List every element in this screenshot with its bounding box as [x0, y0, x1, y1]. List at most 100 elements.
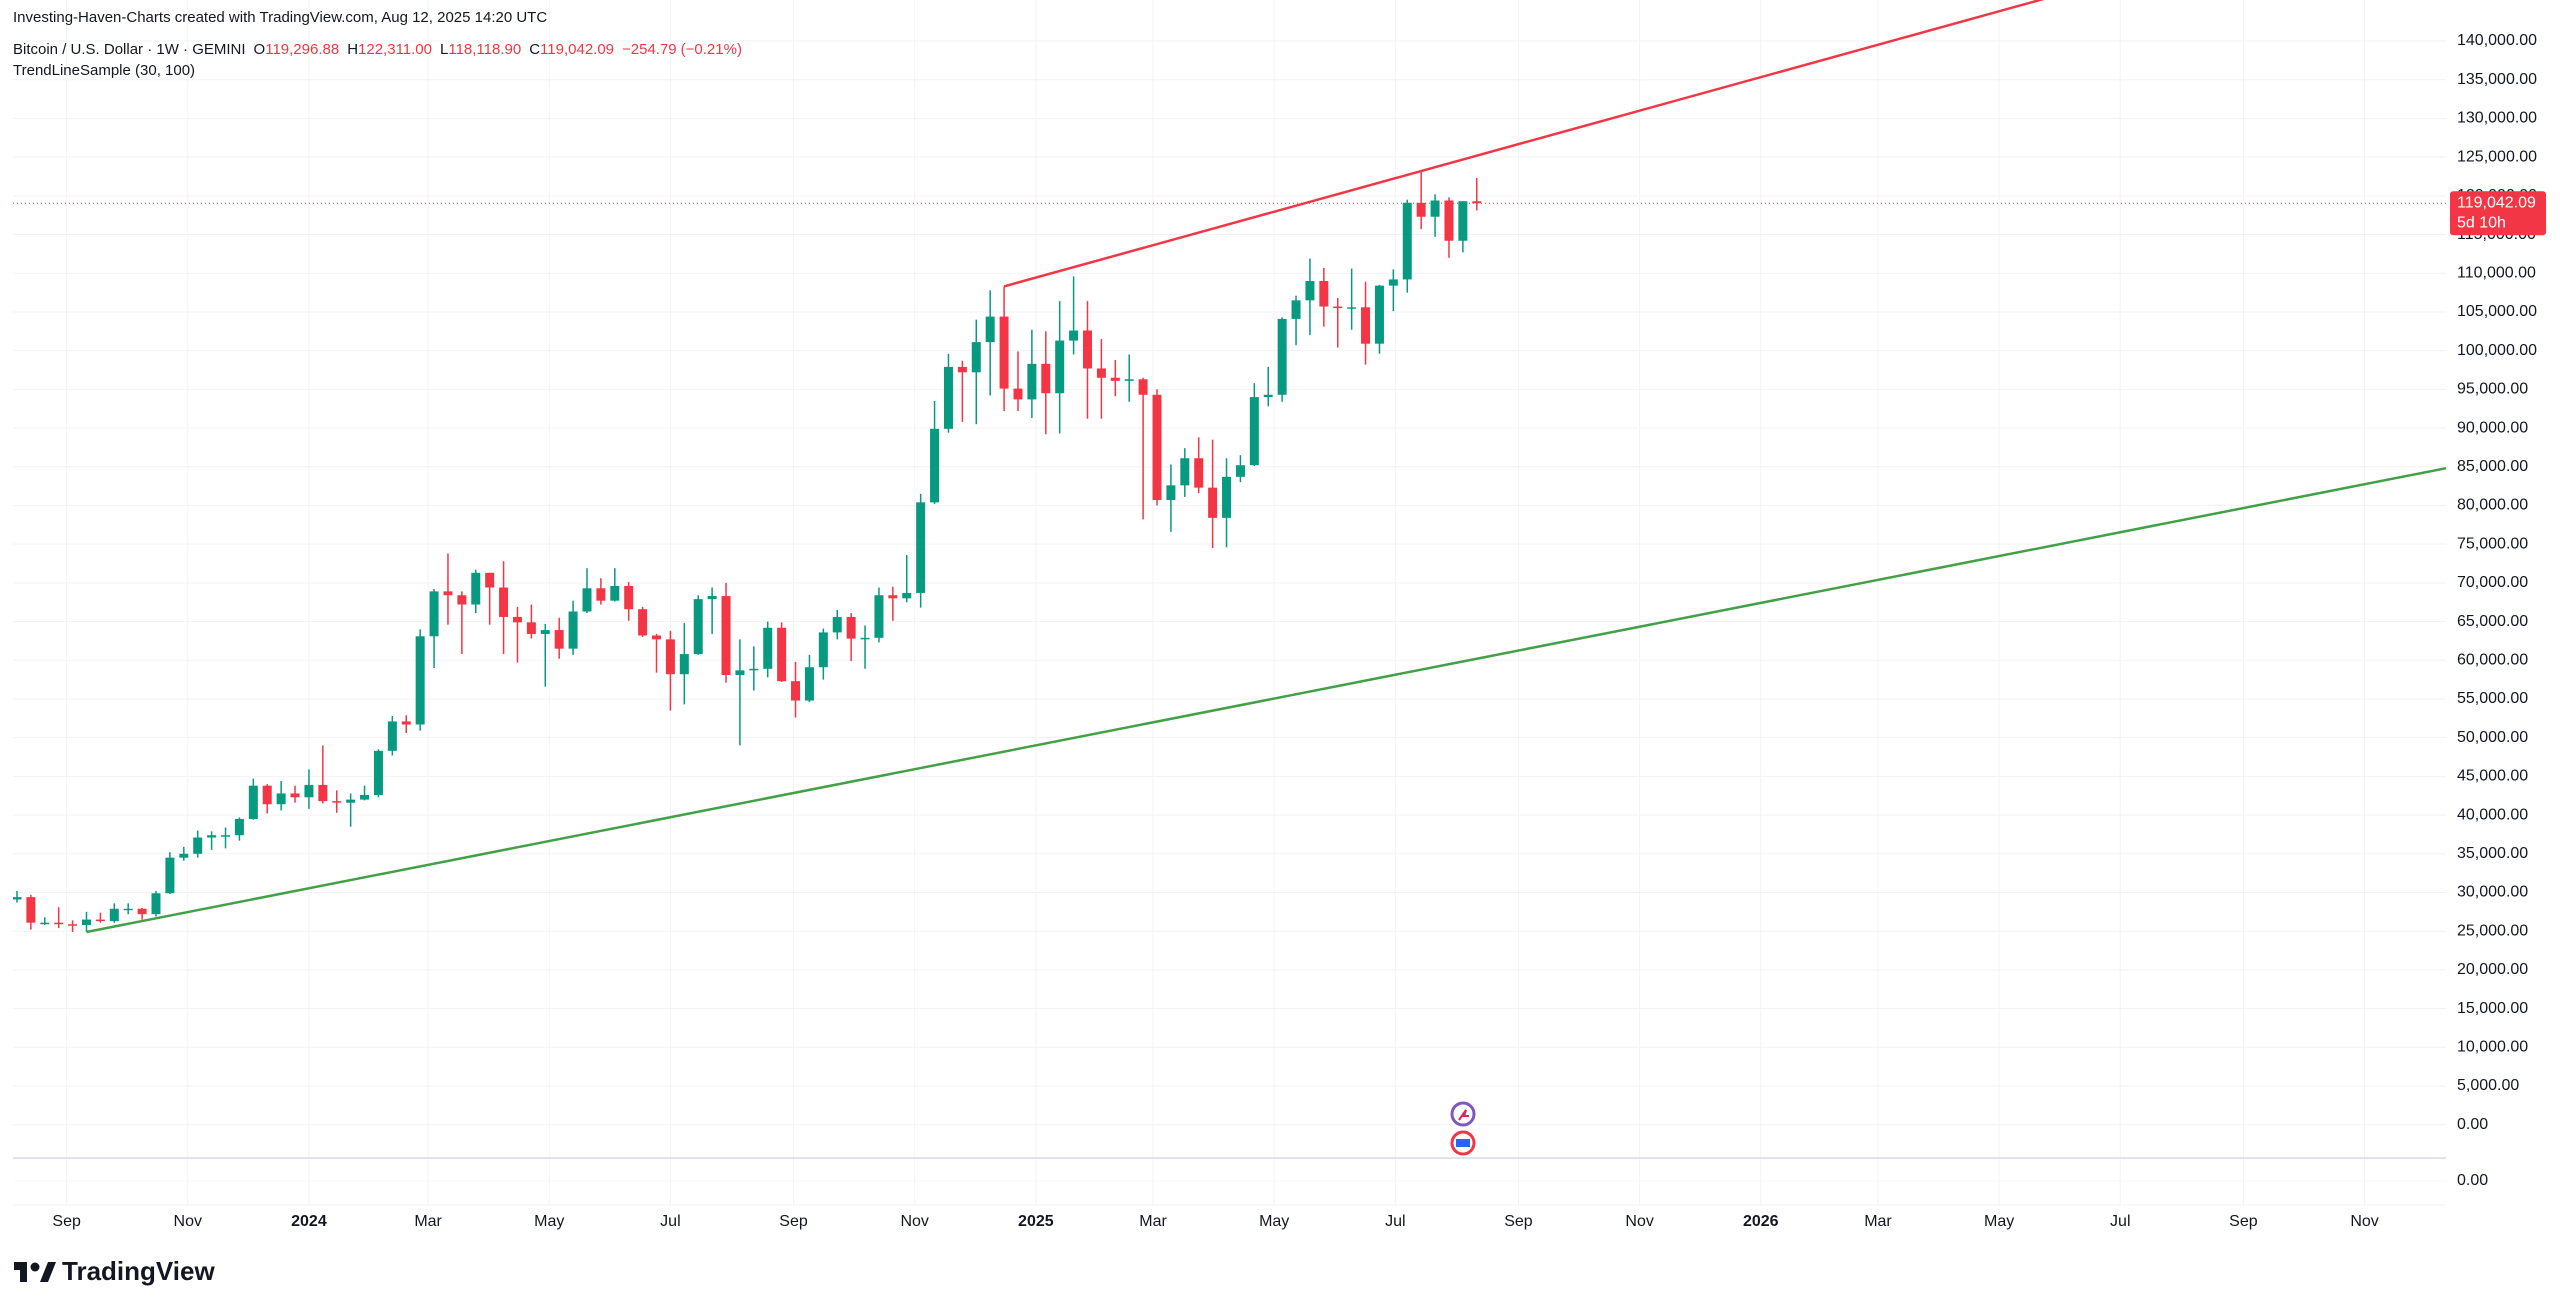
y-tick-label: 25,000.00: [2457, 922, 2528, 939]
candle-body: [1263, 394, 1273, 398]
candle-body: [1110, 377, 1120, 381]
x-tick-label: Mar: [414, 1213, 442, 1230]
last-price-tag: [2450, 191, 2546, 236]
y-tick-label: 10,000.00: [2457, 1039, 2528, 1056]
change: −254.79: [622, 41, 677, 58]
candle-body: [596, 588, 606, 601]
candle-body: [387, 721, 397, 751]
candle-body: [846, 616, 856, 639]
candle-body: [1152, 394, 1162, 501]
logo-part: [20, 1262, 27, 1282]
candle-body: [1138, 379, 1148, 395]
candle-body: [610, 585, 620, 601]
event-icon-glyph: [1458, 1109, 1469, 1121]
candle-body: [874, 595, 884, 638]
candle-body: [1291, 300, 1301, 319]
candle-body: [1277, 318, 1287, 395]
candle-body: [165, 857, 175, 894]
y-tick-label: 55,000.00: [2457, 690, 2528, 707]
ohlc-value: 122,311.00: [358, 41, 432, 58]
candle-body: [1347, 307, 1357, 309]
candle-body: [26, 897, 36, 923]
event-icon-glyph: [1456, 1139, 1470, 1147]
x-tick-label: May: [534, 1213, 564, 1230]
candle-body: [304, 784, 314, 798]
y-tick-label: 15,000.00: [2457, 1000, 2528, 1017]
x-tick-label: May: [1984, 1213, 2014, 1230]
candle-body: [1430, 200, 1440, 217]
candle-body: [1027, 363, 1037, 400]
y-tick-label: 100,000.00: [2457, 342, 2537, 359]
y-tick-label: 65,000.00: [2457, 613, 2528, 630]
candle-body: [721, 596, 731, 675]
candle-body: [902, 592, 912, 599]
y-tick-label: 75,000.00: [2457, 535, 2528, 552]
candle-body: [749, 668, 759, 671]
y-tick-label: 130,000.00: [2457, 110, 2537, 127]
candle-body: [860, 637, 870, 640]
candle-body: [1222, 476, 1232, 518]
x-tick-label: Sep: [2229, 1213, 2258, 1230]
candle-body: [679, 654, 689, 675]
ohlc-key: L: [440, 41, 449, 58]
candle-body: [137, 908, 147, 915]
y-tick-label: 50,000.00: [2457, 729, 2528, 746]
candle-body: [832, 616, 842, 633]
candle-body: [13, 897, 22, 900]
candle-body: [471, 572, 481, 605]
candle-body: [193, 837, 203, 854]
y-tick-label: 5,000.00: [2457, 1077, 2519, 1094]
candle-body: [791, 681, 801, 701]
x-tick-label: Jul: [660, 1213, 680, 1230]
x-tick-label: Jul: [2110, 1213, 2130, 1230]
x-tick-label: Nov: [174, 1213, 202, 1230]
y-tick-label: 125,000.00: [2457, 148, 2537, 165]
y-tick-label: 110,000.00: [2457, 264, 2536, 281]
logo-part: [40, 1262, 56, 1282]
indicator-legend[interactable]: TrendLineSample (30, 100): [13, 62, 196, 79]
candle-body: [1096, 368, 1106, 378]
candle-body: [318, 784, 328, 802]
candle-body: [512, 616, 522, 623]
candle-body: [1472, 201, 1482, 204]
x-tick-label: Nov: [1625, 1213, 1653, 1230]
candle-body: [262, 785, 272, 805]
candle-body: [777, 627, 787, 682]
candle-body: [443, 591, 453, 596]
candle-body: [1124, 379, 1134, 381]
candle-body: [415, 636, 425, 725]
candle-body: [693, 599, 703, 655]
candle-body: [1402, 202, 1412, 280]
candle-body: [1013, 388, 1023, 400]
candle-body: [401, 721, 411, 725]
candle-body: [248, 785, 258, 819]
trend-line: [86, 467, 2446, 934]
ohlc-key: C: [529, 41, 541, 58]
candle-body: [485, 572, 495, 588]
candle-body: [234, 818, 244, 836]
lower-pane-tick-label: 0.00: [2457, 1172, 2488, 1189]
y-tick-label: 135,000.00: [2457, 71, 2537, 88]
candle-body: [1444, 200, 1454, 241]
axes: 0.00 5,000.00 10,000.00 15,000.00 20,000.00 2…: [52, 32, 2546, 1230]
candle-body: [624, 585, 634, 610]
grid: [13, 0, 2446, 1205]
candle-body: [123, 908, 133, 911]
candle-body: [1055, 340, 1065, 394]
candle-body: [54, 922, 64, 925]
candle-body: [109, 908, 119, 922]
x-tick-label: Mar: [1139, 1213, 1167, 1230]
candle-body: [499, 587, 509, 617]
candle-body: [1082, 330, 1092, 369]
candle-body: [985, 316, 995, 343]
x-tick-label: Mar: [1864, 1213, 1892, 1230]
countdown-label: 5d 10h: [2457, 214, 2506, 231]
y-tick-label: 35,000.00: [2457, 845, 2528, 862]
candle-body: [554, 630, 564, 649]
y-tick-label: 70,000.00: [2457, 574, 2528, 591]
y-tick-label: 140,000.00: [2457, 32, 2537, 49]
ohlc-value: 119,042.09: [540, 41, 615, 58]
y-tick-label: 105,000.00: [2457, 303, 2537, 320]
candle-body: [1388, 279, 1398, 286]
event-icons: [1450, 1101, 1476, 1156]
